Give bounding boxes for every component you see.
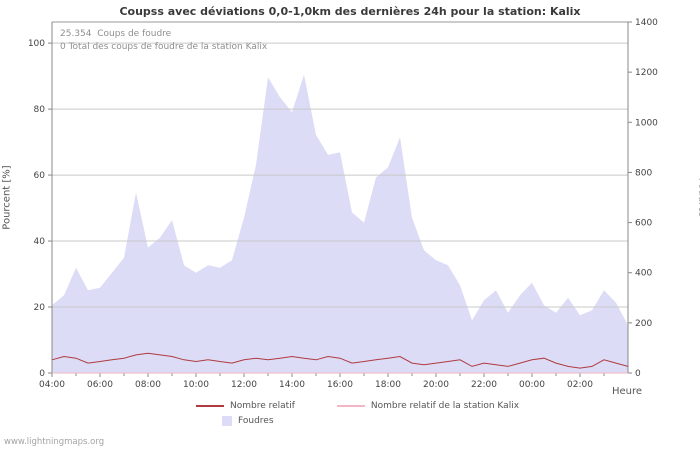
- relative-line: [51, 352, 629, 369]
- red-line-swatch: [196, 405, 224, 407]
- y-left-tick-label: 100: [28, 39, 45, 49]
- y-left-tick-label: 60: [34, 171, 46, 181]
- x-tick-label: 12:00: [231, 380, 257, 390]
- x-tick-label: 20:00: [423, 380, 449, 390]
- pink-line-swatch: [336, 405, 365, 407]
- y-left-tick-label: 80: [34, 105, 46, 115]
- y-left-tick-label: 0: [39, 369, 45, 379]
- watermark: www.lightningmaps.org: [4, 437, 105, 447]
- x-tick-label: 00:00: [519, 380, 545, 390]
- legend-item-nombre-relatif: Nombre relatif: [196, 401, 295, 411]
- legend-label: Nombre relatif de la station Kalix: [370, 401, 520, 411]
- legend-label: Foudres: [238, 416, 274, 426]
- x-tick-label: 02:00: [567, 380, 593, 390]
- y-right-tick-label: 1200: [635, 68, 658, 78]
- legend-label: Nombre relatif: [230, 401, 295, 411]
- x-tick-label: 04:00: [39, 380, 65, 390]
- x-tick-label: 10:00: [183, 380, 209, 390]
- legend-item-foudres: Foudres: [222, 416, 536, 426]
- y-right-tick-label: 1400: [635, 18, 658, 28]
- y-right-tick-label: 0: [635, 369, 641, 379]
- legend: Nombre relatif Nombre relatif de la stat…: [196, 401, 536, 426]
- y-right-tick-label: 800: [635, 168, 652, 178]
- x-tick-label: 16:00: [327, 380, 353, 390]
- x-tick-label: 18:00: [375, 380, 401, 390]
- legend-item-station: Nombre relatif de la station Kalix: [336, 401, 520, 411]
- x-tick-label: 14:00: [279, 380, 305, 390]
- area-swatch: [222, 416, 232, 426]
- station-total-annotation: 0 Total des coups de foudre de la statio…: [60, 42, 268, 52]
- foudres-area: [52, 74, 628, 373]
- x-tick-label: 08:00: [135, 380, 161, 390]
- x-tick-label: 22:00: [471, 380, 497, 390]
- x-tick-label: 06:00: [87, 380, 113, 390]
- chart-title: Coupss avec déviations 0,0-1,0km des der…: [119, 5, 581, 18]
- y-left-tick-label: 20: [34, 303, 46, 313]
- y-right-tick-label: 400: [635, 269, 652, 279]
- y-left-tick-label: 40: [34, 237, 46, 247]
- x-axis-label: Heure: [611, 386, 642, 397]
- y-right-tick-label: 600: [635, 219, 652, 229]
- total-strikes-annotation: 25.354 Coups de foudre: [60, 29, 172, 39]
- y-right-tick-label: 1000: [635, 118, 658, 128]
- y-right-tick-label: 200: [635, 319, 652, 329]
